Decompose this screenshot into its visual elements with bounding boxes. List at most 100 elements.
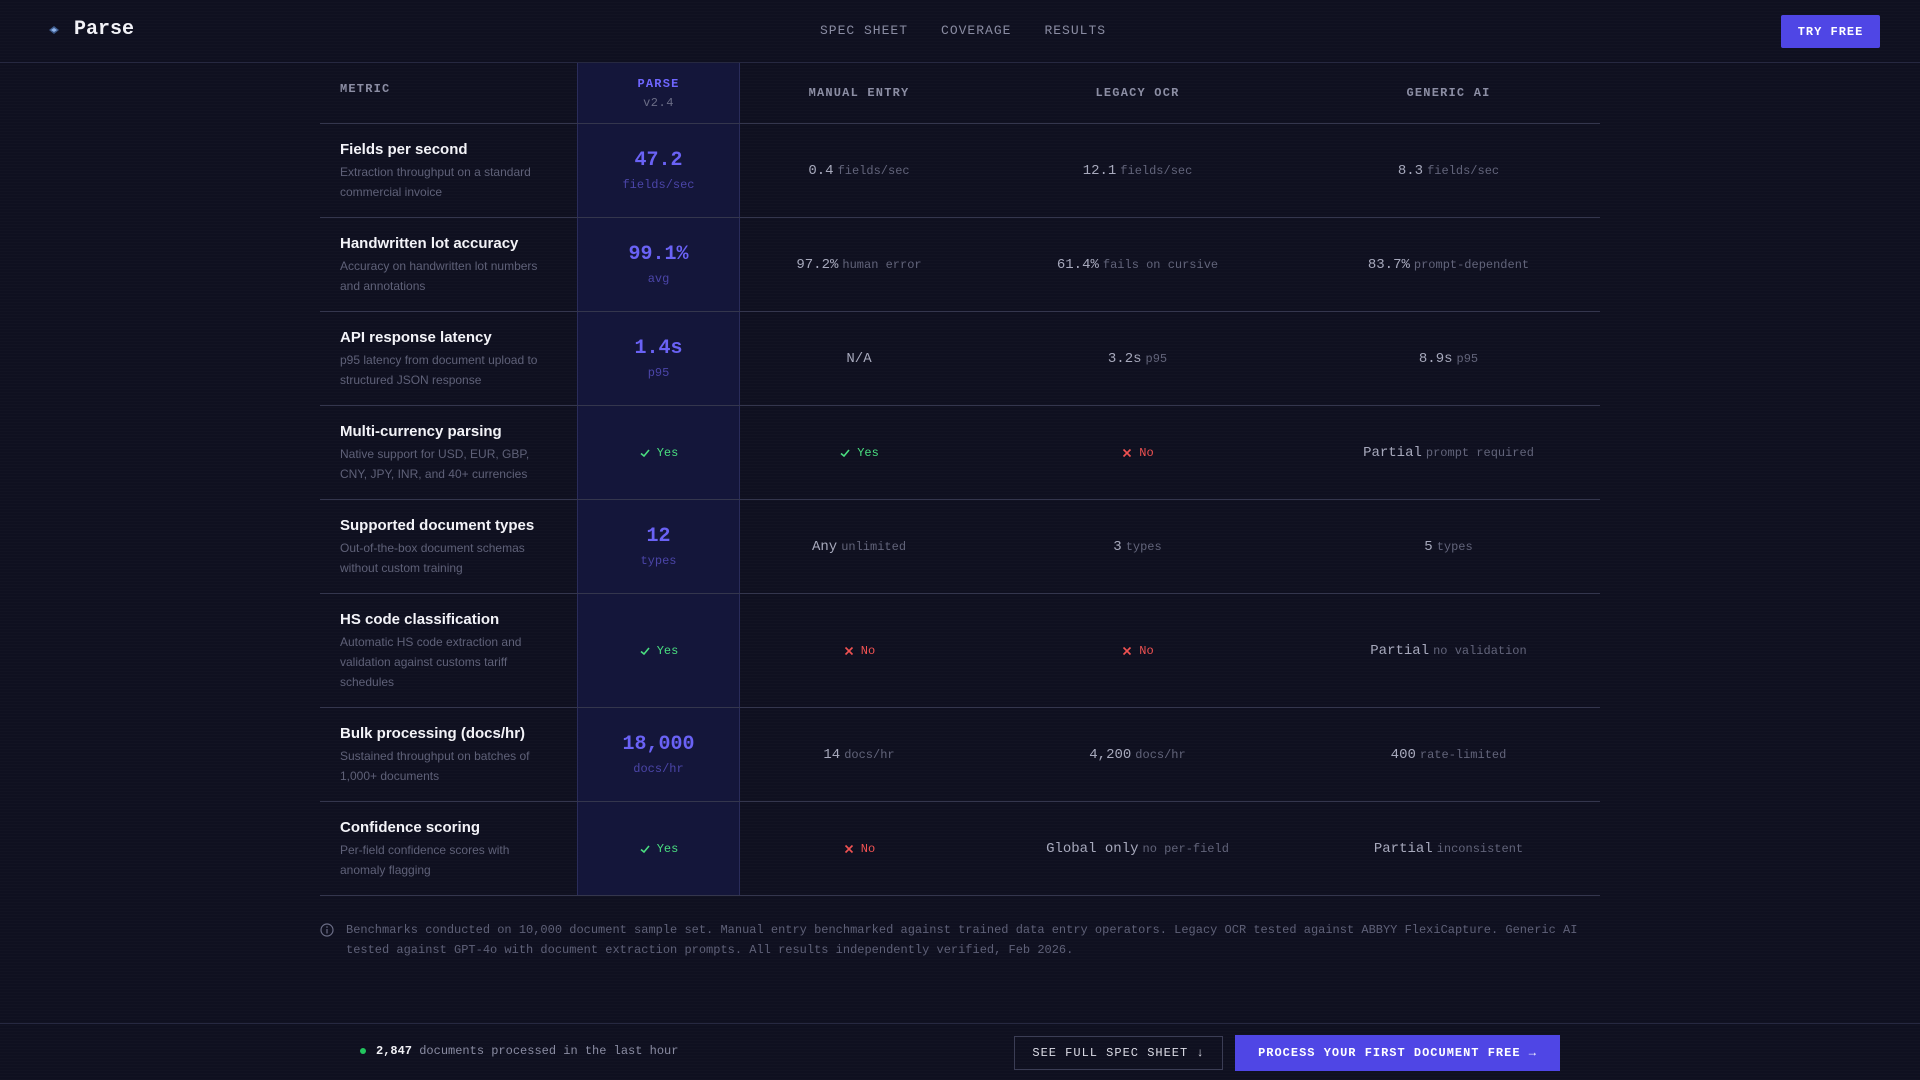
legacy-ocr-cell: 4,200 docs/hr [978,708,1297,801]
cell-unit: inconsistent [1436,841,1524,856]
top-bar: Parse SPEC SHEET COVERAGE RESULTS TRY FR… [0,0,1920,63]
legacy-ocr-cell: 61.4% fails on cursive [978,218,1297,311]
metric-title: API response latency [340,329,492,346]
yes-indicator: Yes [639,643,679,658]
process-first-document-button[interactable]: PROCESS YOUR FIRST DOCUMENT FREE → [1235,1035,1560,1071]
cell-value: Partial [1373,840,1433,857]
cell-unit: p95 [1456,351,1479,366]
cell-value: Global only [1046,840,1139,857]
cell-value: Partial [1363,444,1422,461]
metric-title: HS code classification [340,611,500,628]
metric-title: Multi-currency parsing [340,423,502,440]
parse-cell: 47.2 fields/sec [577,124,740,217]
see-full-spec-sheet-button[interactable]: SEE FULL SPEC SHEET ↓ [1014,1036,1223,1070]
manual-entry-cell: 97.2% human error [740,218,978,311]
yes-indicator: Yes [639,842,678,856]
parse-value: 12 [646,525,671,548]
table-row: Multi-currency parsing Native support for… [320,406,1600,500]
header-parse-label: PARSE [637,76,680,91]
generic-ai-cell: 400 rate-limited [1297,708,1600,801]
header-legacy-ocr: LEGACY OCR [1095,86,1180,100]
parse-unit: docs/hr [633,762,684,776]
comparison-table: METRIC PARSE v2.4 MANUAL ENTRY LEGACY OC… [320,63,1600,896]
nav-spec-sheet[interactable]: SPEC SHEET [820,23,909,38]
header-parse-version: v2.4 [643,95,674,110]
no-label: No [860,841,876,856]
table-row: API response latency p95 latency from doc… [320,312,1600,406]
logo-icon [49,25,59,34]
metric-cell: API response latency p95 latency from doc… [320,312,577,405]
parse-cell: Yes [577,594,740,707]
cell-unit: types [1125,539,1162,554]
manual-entry-cell: 0.4 fields/sec [740,124,978,217]
metric-title: Supported document types [340,517,535,534]
metric-cell: Confidence scoring Per-field confidence s… [320,802,577,895]
cell-unit: docs/hr [1135,747,1186,762]
yes-label: Yes [656,643,679,658]
cell-unit: fails on cursive [1102,257,1219,272]
cell-unit: fields/sec [1120,163,1193,178]
cell-unit: unlimited [841,539,907,554]
parse-value: 47.2 [634,149,683,172]
manual-entry-cell: Any unlimited [740,500,978,593]
metric-description: p95 latency from document upload to stru… [340,353,538,387]
metric-cell: Multi-currency parsing Native support for… [320,406,577,499]
parse-unit: fields/sec [622,178,695,192]
generic-ai-cell: 8.9s p95 [1297,312,1600,405]
legacy-ocr-cell: 3.2s p95 [978,312,1297,405]
try-free-button[interactable]: TRY FREE [1781,15,1880,48]
processed-count: 2,847 [376,1044,413,1058]
metric-description: Native support for USD, EUR, GBP, CNY, J… [340,447,530,481]
info-icon [320,923,334,937]
cell-value: 8.3 [1397,162,1424,179]
yes-indicator: Yes [839,446,879,460]
table-row: Handwritten lot accuracy Accuracy on hand… [320,218,1600,312]
header-generic-ai: GENERIC AI [1406,86,1491,100]
x-icon [1123,646,1132,655]
generic-ai-cell: Partial prompt required [1297,406,1600,499]
metric-description: Extraction throughput on a standard comm… [340,165,531,199]
legacy-ocr-cell: Global only no per-field [978,802,1297,895]
no-label: No [1139,643,1154,658]
no-label: No [1139,445,1154,460]
parse-unit: p95 [647,366,670,380]
cell-unit: prompt-dependent [1413,257,1530,272]
parse-value: 18,000 [622,733,695,756]
brand[interactable]: Parse [46,18,134,41]
cell-unit: no validation [1433,643,1527,658]
check-icon [640,646,650,655]
nav-coverage[interactable]: COVERAGE [941,23,1012,38]
check-icon [640,448,650,457]
table-row: HS code classification Automatic HS code … [320,594,1600,708]
legacy-ocr-cell: No [978,594,1297,707]
no-label: No [860,643,876,658]
cell-value: Partial [1370,642,1430,659]
generic-ai-cell: 5 types [1297,500,1600,593]
table-body: Fields per second Extraction throughput o… [320,124,1600,896]
cell-unit: fields/sec [837,163,910,178]
cell-value: 3.2s [1107,350,1142,367]
no-indicator: No [1121,445,1154,460]
cell-unit: types [1436,539,1473,554]
nav-results[interactable]: RESULTS [1044,23,1107,38]
metric-description: Per-field confidence scores with anomaly… [340,843,510,877]
cell-unit: human error [842,257,922,272]
metric-cell: HS code classification Automatic HS code … [320,594,577,707]
no-indicator: No [843,644,875,658]
cell-value: 12.1 [1082,162,1117,179]
generic-ai-cell: 83.7% prompt-dependent [1297,218,1600,311]
no-indicator: No [843,842,875,856]
parse-cell: Yes [577,406,740,499]
parse-cell: 12 types [577,500,740,593]
metric-cell: Handwritten lot accuracy Accuracy on hand… [320,218,577,311]
generic-ai-cell: Partial no validation [1297,594,1600,707]
check-icon [640,844,650,853]
cell-value: 14 [823,746,841,763]
parse-value: 1.4s [634,337,683,360]
main-nav: SPEC SHEET COVERAGE RESULTS [820,23,1106,38]
manual-entry-cell: N/A [740,312,978,405]
legacy-ocr-cell: 12.1 fields/sec [978,124,1297,217]
parse-cell: 99.1% avg [577,218,740,311]
parse-cell: 18,000 docs/hr [577,708,740,801]
brand-name: Parse [74,18,135,41]
